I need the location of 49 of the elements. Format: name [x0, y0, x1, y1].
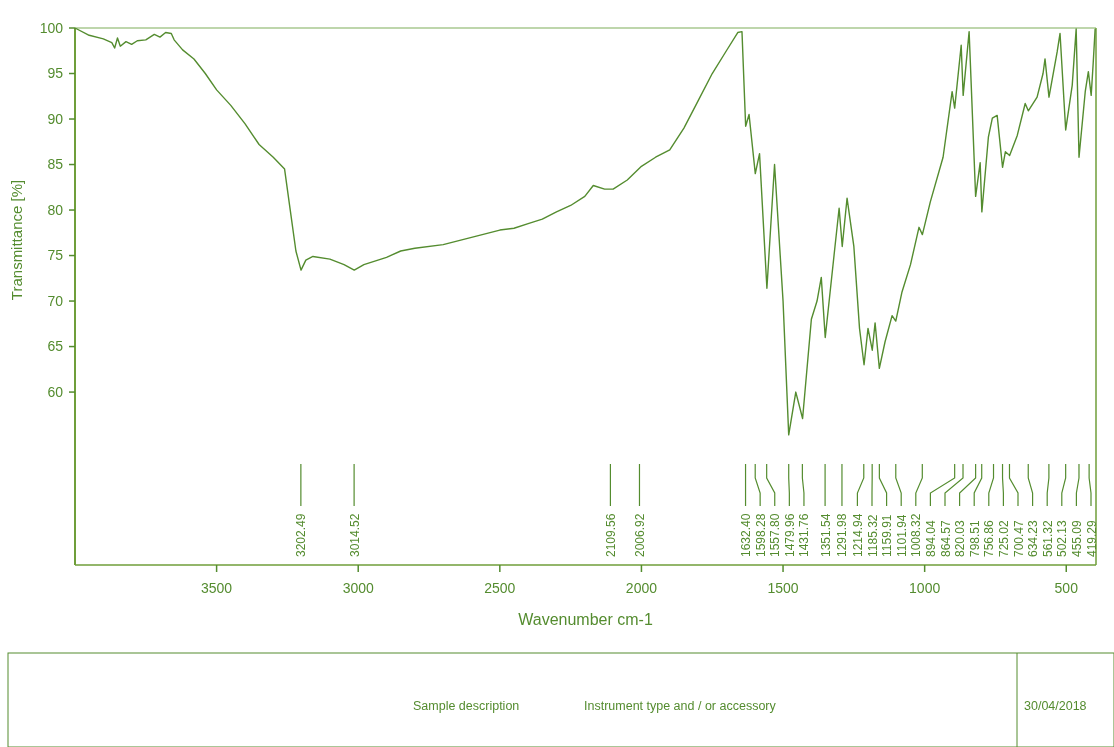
x-tick-label: 2000 — [625, 580, 658, 596]
annotation: 502.13 — [1055, 519, 1070, 557]
annotation: 3014.52 — [347, 513, 362, 557]
text: 30/04/2018 — [1024, 699, 1087, 713]
annotation: 864.57 — [938, 519, 953, 557]
annotation: 756.86 — [982, 519, 997, 557]
x-tick-label: 1500 — [767, 580, 799, 596]
y-tick-label: 90 — [47, 110, 64, 127]
y-axis-title: Transmittance [%] — [8, 179, 25, 301]
annotation: 1008.32 — [909, 513, 924, 557]
annotation: 1479.96 — [782, 513, 797, 557]
annotation: 798.51 — [967, 519, 982, 557]
x-tick-label: 1000 — [909, 580, 941, 596]
annotation: 634.23 — [1026, 519, 1041, 557]
annotation: 1159.91 — [880, 514, 895, 557]
annotation: 820.03 — [953, 519, 968, 557]
y-tick-label: 80 — [47, 201, 64, 218]
annotation: 1214.94 — [850, 513, 865, 557]
x-axis-title: Wavenumber cm-1 — [518, 611, 653, 628]
annotation: 894.04 — [923, 519, 938, 557]
annotation: 1431.76 — [797, 513, 812, 557]
y-tick-label: 100 — [39, 19, 64, 36]
text: Instrument type and / or accessory — [584, 699, 777, 713]
annotation: 700.47 — [1011, 519, 1026, 557]
x-tick-label: 3000 — [342, 580, 374, 596]
x-tick-label: 3500 — [201, 580, 233, 596]
y-tick-label: 60 — [47, 383, 64, 400]
annotation: 1185.32 — [865, 514, 880, 557]
annotation: 1598.28 — [753, 513, 768, 557]
annotation: 725.02 — [996, 519, 1011, 557]
annotation: 455.09 — [1069, 519, 1084, 557]
annotation: 3202.49 — [294, 513, 309, 557]
annotation: 561.32 — [1040, 519, 1055, 557]
y-tick-label: 70 — [47, 292, 64, 309]
x-tick-label: 2500 — [484, 580, 516, 596]
annotation: 1557.80 — [768, 513, 783, 557]
y-tick-label: 75 — [47, 247, 64, 264]
annotation: 1101.94 — [894, 514, 909, 557]
annotation: 419.29 — [1084, 519, 1099, 557]
annotation: 1291.98 — [835, 513, 850, 557]
annotation: 2006.92 — [632, 513, 647, 557]
text: Sample description — [413, 699, 520, 713]
x-tick-label: 500 — [1054, 580, 1079, 596]
y-tick-label: 95 — [47, 65, 64, 82]
y-tick-label: 85 — [47, 156, 64, 173]
annotation: 1351.54 — [818, 513, 833, 557]
y-tick-label: 65 — [47, 338, 64, 355]
annotation: 1632.40 — [739, 513, 754, 557]
annotation: 2109.56 — [603, 513, 618, 557]
